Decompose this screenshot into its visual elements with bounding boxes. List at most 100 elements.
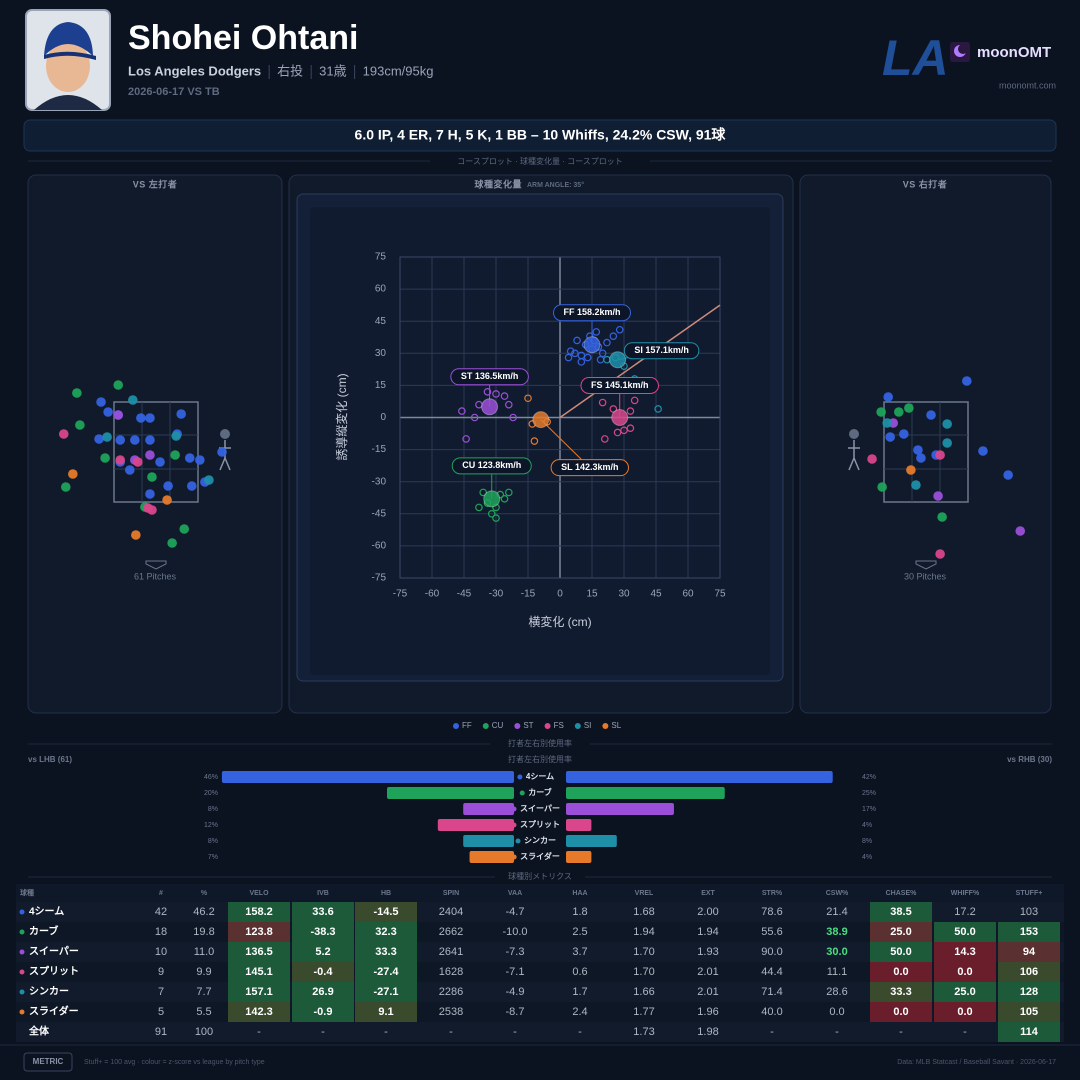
cell-highlight (292, 1002, 354, 1022)
row-dot (19, 969, 25, 975)
usage-value: 7% (208, 854, 218, 861)
cell-highlight (228, 982, 290, 1002)
y-tick-label: 45 (375, 316, 387, 327)
table-cell: 2.5 (572, 926, 587, 938)
pitch-location (942, 438, 952, 448)
table-cell: 1.77 (633, 1006, 654, 1018)
home-plate (915, 560, 937, 570)
callout-box (550, 459, 629, 477)
table-cell: -27.1 (373, 986, 398, 998)
pitch-count: 30 Pitches (904, 571, 947, 581)
table-cell: 5.2 (315, 946, 330, 958)
usage-category: スイーパー (520, 803, 560, 813)
player-name: Shohei Ohtani (128, 19, 358, 57)
pitch-average (583, 336, 601, 354)
pitch-location (130, 435, 140, 445)
x-tick-label: 60 (682, 589, 694, 600)
pitch-location (184, 453, 195, 463)
pitch-location (913, 445, 923, 455)
y-tick-label: 30 (375, 348, 387, 359)
panel-title: VS 左打者 (133, 178, 178, 189)
pitch-dot (615, 325, 624, 334)
table-cell: 50.0 (890, 946, 911, 958)
table-cell: 30.0 (826, 946, 847, 958)
table-cell: 1.8 (572, 906, 587, 918)
pitch-dot (613, 428, 622, 437)
cell-highlight (355, 962, 417, 982)
column-header: CSW% (826, 890, 849, 897)
pitch-location (883, 392, 893, 402)
pitch-dot (626, 424, 635, 433)
table-cell: - (963, 1026, 967, 1038)
pitch-dot (564, 353, 573, 362)
table-cell: 40.0 (761, 1006, 782, 1018)
pitch-location (867, 454, 877, 464)
table-cell: 17.2 (954, 906, 975, 918)
pitch-dot (598, 398, 607, 407)
table-cell: - (578, 1026, 582, 1038)
table-cell: 1.70 (633, 946, 654, 958)
cell-highlight (934, 922, 996, 942)
table-cell: 50.0 (954, 926, 975, 938)
table-cell: 0.0 (957, 966, 972, 978)
pitch-dot (592, 328, 601, 336)
cell-highlight (998, 1002, 1060, 1022)
cell-highlight (934, 1002, 996, 1022)
pitch-dot (577, 358, 586, 366)
pitch-location (933, 491, 943, 501)
panel (27, 174, 283, 714)
legend-label: SL (611, 721, 621, 730)
pitch-location (171, 431, 181, 441)
player-photo (25, 9, 111, 111)
cell-highlight (998, 942, 1060, 962)
table-cell: 123.8 (245, 926, 273, 938)
pitch-location (75, 420, 85, 430)
pitch-location (155, 457, 165, 467)
column-header: # (159, 890, 163, 897)
table-cell: -7.3 (506, 946, 525, 958)
usage-value: 8% (208, 838, 218, 845)
table-cell: -14.5 (373, 906, 398, 918)
category-dot (511, 854, 517, 860)
usage-value: 46% (204, 774, 218, 781)
table-cell: 0.0 (829, 1006, 844, 1018)
column-header: STUFF+ (1016, 890, 1043, 897)
callout-box (580, 377, 659, 394)
table-cell: 46.2 (193, 906, 214, 918)
row-dot (19, 909, 25, 915)
table-cell: 1.7 (572, 986, 587, 998)
cell-highlight (870, 982, 932, 1002)
plot-border (399, 256, 721, 579)
pitch-location (145, 413, 155, 423)
pitch-dot (500, 495, 509, 503)
table-cell: 1.98 (697, 1026, 718, 1038)
table-cell: 2662 (439, 926, 463, 938)
pitch-average (609, 351, 627, 369)
pitch-dot (530, 437, 539, 445)
legend-swatch (482, 723, 489, 729)
x-tick-label: -30 (489, 589, 504, 600)
cell-highlight (998, 962, 1060, 982)
table-cell: 2286 (439, 986, 463, 998)
legend-label: CU (492, 721, 504, 730)
pitch-dot (566, 347, 575, 355)
panel-subtitle: ARM ANGLE: 35° (527, 181, 584, 189)
table-cell: -8.7 (506, 1006, 525, 1018)
strike-zone (113, 401, 199, 503)
table-cell: 1.68 (633, 906, 654, 918)
table-cell: 9.1 (378, 1006, 393, 1018)
footer-note: Stuff+ = 100 avg · colour = z-score vs l… (84, 1059, 265, 1066)
table-cell: 28.6 (826, 986, 847, 998)
pitch-dot (626, 407, 635, 415)
pitch-dot (509, 413, 517, 422)
pitch-count: 61 Pitches (134, 571, 177, 581)
table-cell: 11.0 (194, 946, 215, 958)
y-tick-label: -15 (372, 444, 387, 455)
pitch-dot (483, 388, 492, 396)
cell-highlight (998, 922, 1060, 942)
table-cell: 105 (1020, 1006, 1038, 1018)
pitch-dot (470, 413, 479, 422)
pitch-location (113, 410, 123, 420)
cell-highlight (355, 1002, 417, 1022)
